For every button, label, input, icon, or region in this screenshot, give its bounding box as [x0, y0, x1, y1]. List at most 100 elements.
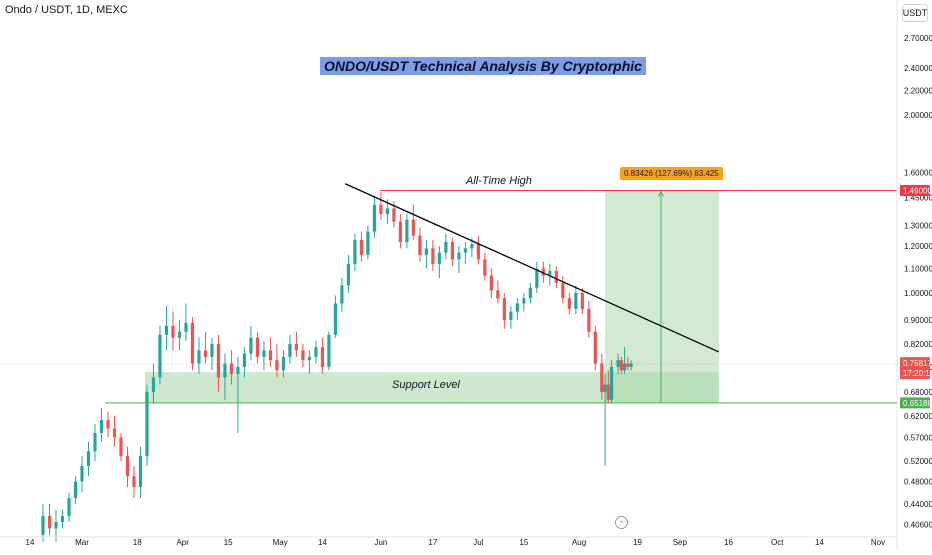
measure-arrow-head — [657, 190, 664, 197]
candle-body — [112, 428, 117, 438]
candle-body — [496, 290, 500, 299]
candle-body — [619, 360, 623, 371]
candle-body — [372, 204, 376, 232]
y-tick-label: 1.60000 — [904, 168, 932, 177]
candle-body — [106, 419, 110, 429]
candle-body — [554, 270, 558, 283]
candle-body — [431, 248, 435, 264]
y-tick-label: 1.45000 — [904, 194, 932, 203]
candle-body — [223, 363, 227, 378]
candle-body — [600, 363, 604, 393]
candle-body — [622, 363, 627, 371]
candle-body — [606, 384, 610, 400]
candle-body — [340, 285, 344, 304]
all-time-high-label: All-Time High — [466, 175, 532, 187]
candle-body — [229, 363, 234, 374]
trendline — [344, 183, 720, 353]
current-price-tag: 0.75817 — [903, 359, 932, 368]
y-tick-label: 1.30000 — [904, 222, 932, 231]
x-tick-label: Jun — [374, 538, 387, 547]
candle-body — [138, 456, 143, 487]
candle-body — [522, 298, 526, 304]
candle-body — [262, 350, 266, 357]
x-tick-label: Aug — [572, 538, 586, 547]
candle-body — [418, 235, 422, 255]
candle-body — [629, 363, 633, 367]
candle-body — [60, 515, 65, 523]
x-tick-label: Sep — [673, 538, 688, 547]
currency-badge[interactable]: USDT — [902, 4, 928, 22]
symbol-header[interactable]: Ondo / USDT, 1D, MEXC — [5, 4, 128, 16]
candle-body — [294, 343, 299, 351]
candle-body — [216, 343, 221, 378]
support-price-tag: 0.65188 — [903, 399, 932, 408]
y-tick-label: 0.90000 — [904, 316, 932, 325]
y-tick-label: 0.44000 — [904, 500, 932, 509]
candle-body — [561, 282, 565, 299]
x-tick-label: Nov — [871, 538, 885, 547]
candle-body — [392, 208, 396, 222]
candle-body — [320, 347, 325, 367]
candle-body — [450, 241, 454, 260]
x-tick-label: May — [273, 538, 288, 547]
lightning-icon[interactable]: ⚡ — [615, 516, 628, 529]
support-level-label: Support Level — [392, 379, 460, 391]
candle-body — [151, 377, 156, 393]
candle-body — [73, 481, 78, 499]
candle-body — [307, 356, 312, 361]
candle-body — [366, 231, 370, 255]
candle-body — [587, 308, 591, 332]
candle-body — [164, 325, 169, 335]
candle-body — [67, 498, 71, 516]
candle-body — [444, 241, 448, 253]
y-tick-label: 1.20000 — [904, 242, 932, 251]
x-tick-label: 14 — [318, 538, 327, 547]
candle-body — [424, 248, 428, 255]
x-tick-label: 15 — [224, 538, 233, 547]
y-tick-label: 0.68000 — [904, 388, 932, 397]
target-box — [605, 190, 719, 403]
price-axis: 2.70000 2.40000 2.20000 2.00000 1.60000 1.450… — [896, 0, 932, 550]
candle-body — [470, 244, 474, 249]
current-price-tag-bg — [900, 357, 930, 380]
time-axis: 14 Mar 18 Apr 15 May 14 Jun 17 Jul 15 Aug 19 Sep 16 Oct… — [0, 536, 897, 547]
candle-body — [541, 268, 545, 276]
candle-body — [616, 360, 620, 367]
candle-body — [489, 275, 493, 291]
y-tick-label: 2.20000 — [904, 86, 932, 95]
candle-body — [47, 515, 52, 529]
candle-body — [548, 270, 552, 276]
candle-body — [236, 366, 240, 374]
candle-body — [483, 259, 487, 276]
candle-body — [580, 293, 584, 309]
y-tick-label: 2.70000 — [904, 34, 932, 43]
candle-body — [210, 343, 214, 357]
x-tick-label: Mar — [75, 538, 89, 547]
candle-body — [327, 334, 331, 367]
candle-body — [333, 303, 338, 335]
x-tick-label: 15 — [519, 538, 528, 547]
x-tick-label: 17 — [428, 538, 437, 547]
candle-body — [346, 263, 351, 286]
candle-body — [411, 219, 415, 236]
candle-body — [515, 303, 519, 312]
y-tick-label: 0.52000 — [904, 457, 932, 466]
candle-body — [93, 432, 97, 452]
candle-body — [463, 248, 467, 253]
candle-body — [626, 363, 630, 367]
countdown-tag: 17:20:14 — [903, 369, 932, 378]
candle-body — [476, 244, 480, 260]
candle-body — [385, 208, 389, 215]
y-tick-label: 0.57000 — [904, 433, 932, 442]
candle-body — [314, 347, 318, 357]
y-tick-label: 2.00000 — [904, 111, 932, 120]
x-tick-label: Apr — [176, 538, 189, 547]
resistance-price-tag: 1.49000 — [903, 187, 932, 196]
candle-body — [119, 437, 123, 457]
candle-body — [54, 522, 58, 529]
y-tick-label: 0.48000 — [904, 478, 932, 487]
candle-body — [567, 298, 571, 309]
x-tick-label: 14 — [26, 538, 35, 547]
candles — [41, 192, 633, 542]
